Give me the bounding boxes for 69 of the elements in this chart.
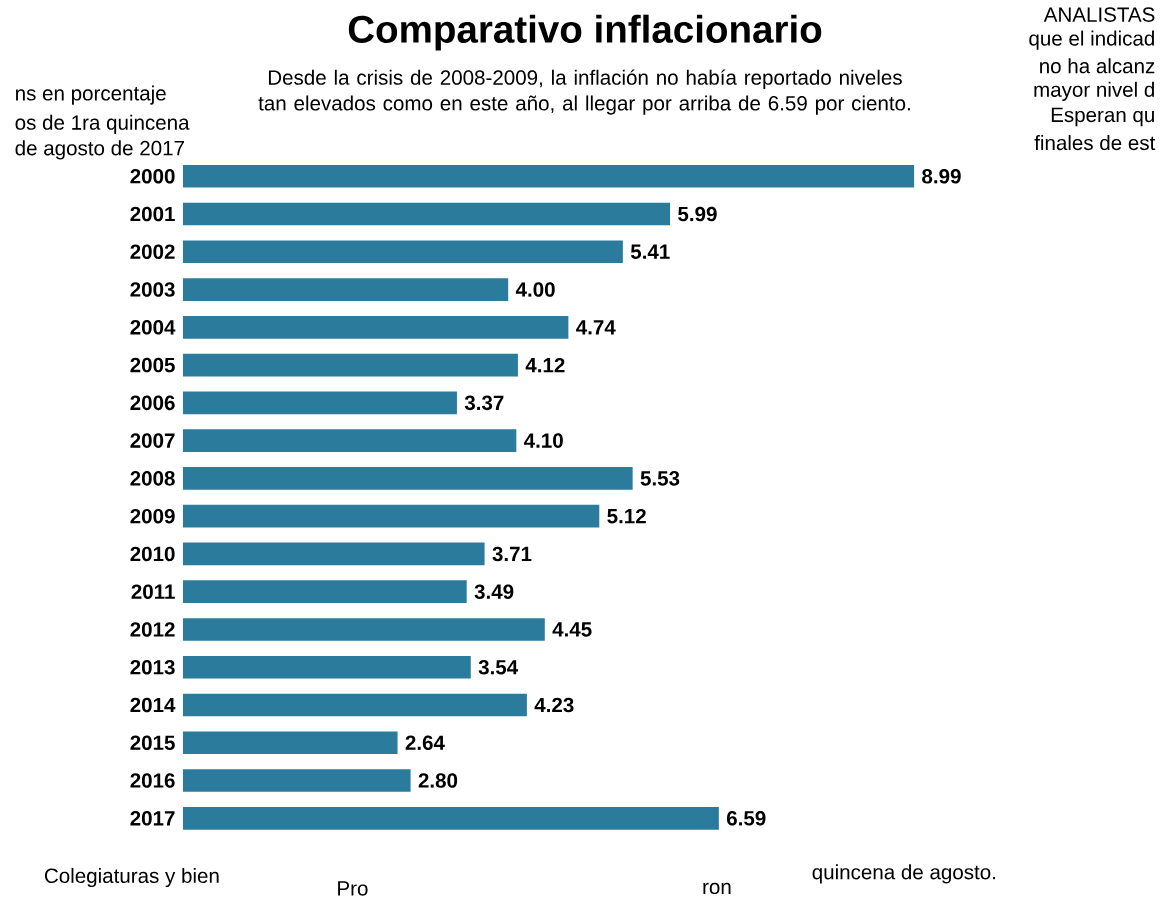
text: Colegiaturas y bien bbox=[44, 868, 219, 888]
y-tick-label: 2008 bbox=[130, 471, 175, 486]
text: ns en porcentaje bbox=[16, 85, 166, 105]
bar bbox=[182, 202, 671, 226]
bar bbox=[182, 769, 411, 792]
data-label: 3.71 bbox=[492, 546, 532, 562]
y-tick-label: 2009 bbox=[130, 508, 175, 524]
bar bbox=[182, 618, 545, 641]
bar bbox=[182, 656, 471, 679]
annotation: de agosto de 2017 bbox=[15, 140, 184, 160]
text: os de 1ra quincena bbox=[15, 114, 190, 135]
bar bbox=[182, 731, 398, 755]
bar bbox=[182, 580, 467, 604]
y-tick-label: 2002 bbox=[130, 244, 175, 260]
y-tick-label: 2003 bbox=[130, 282, 175, 297]
text: no ha alcanz bbox=[1040, 58, 1155, 74]
y-tick-label: 2001 bbox=[130, 206, 175, 222]
data-label: 2.64 bbox=[405, 735, 445, 751]
bar bbox=[182, 807, 719, 830]
y-tick-label: 2016 bbox=[130, 773, 175, 788]
data-label: 4.12 bbox=[525, 358, 565, 373]
text: ANALISTAS bbox=[1043, 7, 1155, 23]
y-tick-label: 2014 bbox=[130, 697, 176, 713]
data-label: 4.74 bbox=[576, 320, 616, 335]
data-label: 3.37 bbox=[464, 395, 504, 411]
y-tick-label: 2010 bbox=[130, 546, 175, 562]
text: quincena de agosto. bbox=[812, 864, 996, 884]
data-label: 4.00 bbox=[515, 282, 555, 297]
data-label: 5.41 bbox=[630, 244, 670, 260]
bar bbox=[182, 429, 517, 453]
text: Esperan qu bbox=[1051, 107, 1154, 127]
bar bbox=[182, 165, 915, 188]
y-tick-label: 2000 bbox=[130, 169, 175, 184]
bar bbox=[182, 391, 457, 415]
text: que el indicad bbox=[1029, 30, 1154, 50]
y-tick-label: 2015 bbox=[130, 735, 175, 751]
text: mayor nivel d bbox=[1034, 81, 1154, 102]
chart-title: Comparativo inflacionario bbox=[348, 14, 822, 51]
data-label: 5.99 bbox=[678, 206, 717, 222]
data-label: 3.49 bbox=[474, 584, 514, 600]
y-tick-label: 2013 bbox=[130, 660, 175, 675]
bar bbox=[182, 504, 600, 528]
data-label: 4.10 bbox=[524, 433, 563, 449]
bar bbox=[182, 542, 485, 566]
data-label: 4.23 bbox=[534, 697, 574, 713]
data-label: 3.54 bbox=[478, 660, 519, 675]
data-label: 4.45 bbox=[552, 622, 592, 637]
data-label: 2.80 bbox=[418, 773, 458, 788]
data-label: 5.53 bbox=[640, 471, 680, 486]
bar bbox=[182, 316, 569, 339]
y-tick-label: 2004 bbox=[130, 320, 176, 335]
y-tick-label: 2005 bbox=[130, 357, 175, 373]
text: ron bbox=[703, 882, 731, 895]
bar bbox=[182, 693, 527, 717]
y-tick-label: 2007 bbox=[130, 433, 175, 449]
y-tick-label: 2012 bbox=[130, 622, 175, 637]
y-tick-label: 2006 bbox=[130, 395, 175, 411]
text: Pro bbox=[338, 881, 368, 896]
data-label: 5.12 bbox=[607, 508, 646, 524]
bar bbox=[182, 240, 623, 264]
bar bbox=[182, 353, 518, 377]
bar bbox=[182, 467, 633, 490]
data-label: 8.99 bbox=[922, 169, 961, 184]
y-tick-label: 2011 bbox=[131, 584, 175, 600]
bar bbox=[182, 278, 509, 301]
data-label: 6.59 bbox=[727, 811, 766, 826]
chart-subtitle: Desde la crisis de 2008-2009, la inflación no había reportado niveles tan elevados como en este año, al llegar por arriba de 6.59 por ciento. bbox=[258, 69, 910, 115]
y-tick-label: 2017 bbox=[130, 811, 175, 826]
text: finales de est bbox=[1034, 135, 1156, 151]
